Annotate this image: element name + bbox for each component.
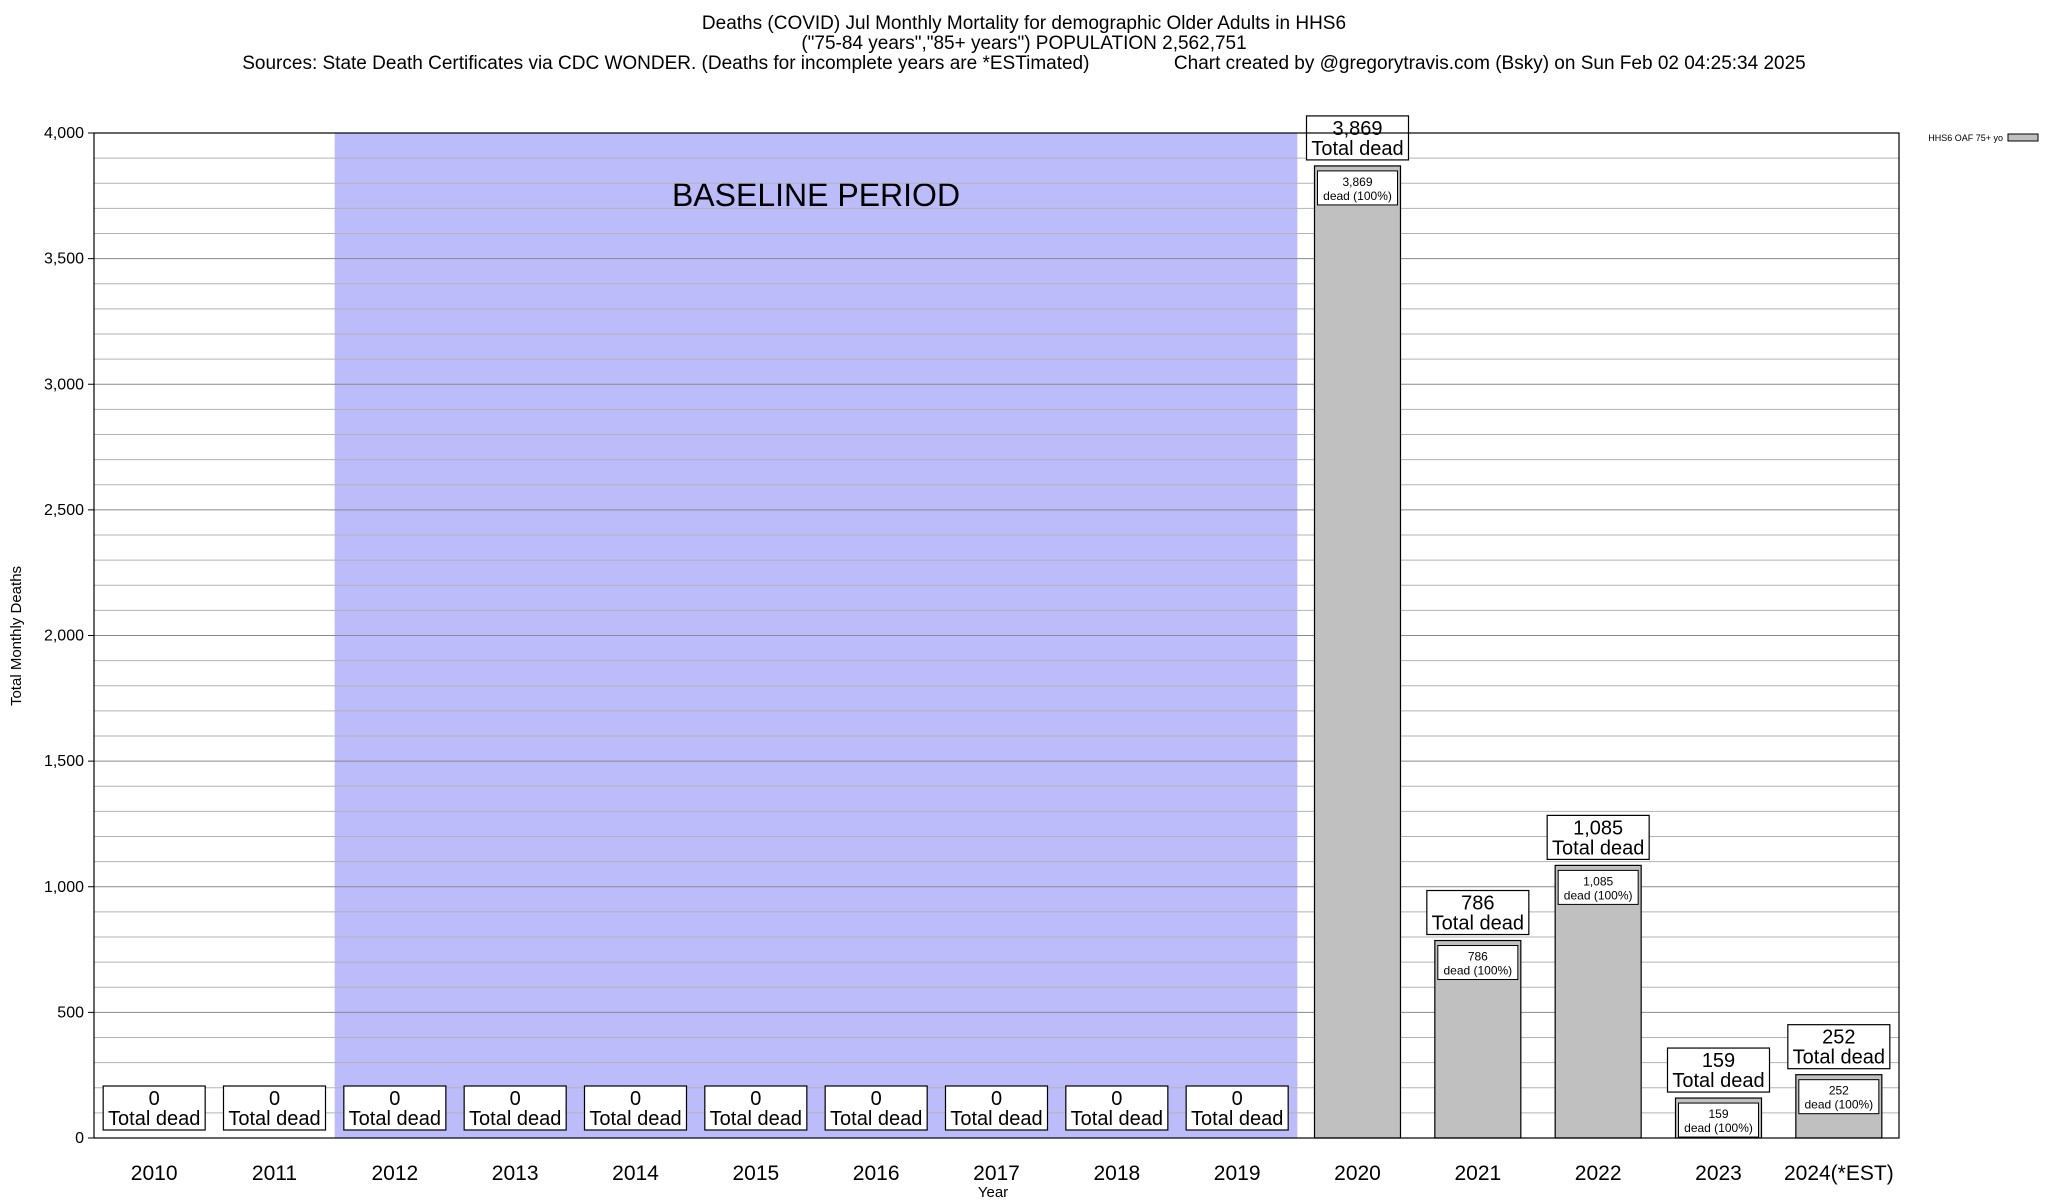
bar-total-suffix-label: Total dead: [349, 1108, 441, 1130]
bar-total-value-label: 0: [871, 1088, 882, 1110]
bar-total-value-label: 159: [1702, 1050, 1735, 1072]
bar-inner-percent-label: dead (100%): [1684, 1121, 1753, 1135]
bar-total-label-box: [343, 1085, 447, 1131]
bar: [1313, 165, 1402, 1139]
bar-total-label-box: [824, 1085, 928, 1131]
bar-total-value-label: 1,085: [1573, 817, 1623, 839]
bar-total-value-label: 3,869: [1332, 118, 1382, 140]
bar-inner-label-box: [1678, 1102, 1759, 1138]
x-tick-label: 2010: [131, 1162, 178, 1185]
chart-subtitle: ("75-84 years","85+ years") POPULATION 2…: [801, 33, 1247, 54]
bar-total-label-box: [704, 1085, 808, 1131]
bar-total-suffix-label: Total dead: [228, 1108, 320, 1130]
bar-inner-percent-label: dead (100%): [1564, 888, 1633, 902]
x-tick-label: 2023: [1695, 1162, 1742, 1185]
y-axis-title: Total Monthly Deaths: [8, 566, 25, 706]
bar-inner-label-box: [1798, 1079, 1880, 1115]
bar-inner-value-label: 1,085: [1583, 874, 1613, 888]
bar-total-value-label: 0: [750, 1088, 761, 1110]
bar-total-value-label: 0: [991, 1088, 1002, 1110]
bar-total-suffix-label: Total dead: [710, 1108, 802, 1130]
bar-total-value-label: 0: [1111, 1088, 1122, 1110]
bar-inner-percent-label: dead (100%): [1804, 1098, 1873, 1112]
x-tick-label: 2015: [732, 1162, 779, 1185]
bar-total-label-box: [1065, 1085, 1169, 1131]
x-tick-label: 2019: [1214, 1162, 1261, 1185]
bar-total-value-label: 252: [1822, 1027, 1855, 1049]
bar-total-suffix-label: Total dead: [589, 1108, 681, 1130]
bar-total-label-box: [1185, 1085, 1289, 1131]
bar-total-label-box: [944, 1085, 1049, 1131]
x-tick-label: 2022: [1575, 1162, 1622, 1185]
y-tick-label: 4,000: [44, 125, 84, 142]
bar-total-label-box: [1546, 814, 1650, 860]
bar-inner-percent-label: dead (100%): [1443, 964, 1512, 978]
y-tick-label: 2,000: [44, 628, 84, 645]
bar-total-label-box: [1426, 889, 1530, 936]
bar-total-suffix-label: Total dead: [1793, 1047, 1885, 1069]
x-tick-label: 2024(*EST): [1784, 1162, 1894, 1185]
bar-total-value-label: 0: [149, 1088, 160, 1110]
bar-inner-label-box: [1317, 170, 1398, 206]
bar-total-label-box: [102, 1085, 206, 1131]
bar-inner-percent-label: dead (100%): [1323, 189, 1392, 203]
bar-total-label-box: [1787, 1024, 1891, 1070]
bar: [1554, 864, 1642, 1139]
baseline-period-label: BASELINE PERIOD: [672, 177, 960, 213]
chart-title: Deaths (COVID) Jul Monthly Mortality for…: [701, 13, 1347, 34]
y-tick-label: 500: [57, 1004, 84, 1021]
y-tick-label: 3,000: [44, 376, 84, 393]
x-tick-label: 2012: [371, 1162, 418, 1185]
bar-total-suffix-label: Total dead: [830, 1108, 922, 1130]
y-tick-label: 1,000: [44, 879, 84, 896]
bar-total-label-box: [1305, 115, 1410, 161]
bar-total-label-box: [583, 1085, 688, 1131]
x-tick-label: 2014: [612, 1162, 659, 1185]
bar-total-suffix-label: Total dead: [108, 1108, 200, 1130]
legend-swatch: [2007, 133, 2039, 142]
y-tick-label: 1,500: [44, 753, 84, 770]
bar-inner-value-label: 3,869: [1342, 175, 1372, 189]
bar-total-value-label: 786: [1461, 893, 1494, 915]
bar-total-label-box: [222, 1085, 327, 1131]
bar-total-suffix-label: Total dead: [1672, 1070, 1764, 1092]
x-tick-label: 2016: [853, 1162, 900, 1185]
bar-total-suffix-label: Total dead: [1552, 837, 1644, 859]
bar-inner-label-box: [1437, 945, 1519, 981]
x-tick-label: 2020: [1334, 1162, 1381, 1185]
x-tick-label: 2021: [1454, 1162, 1501, 1185]
bar-total-suffix-label: Total dead: [1071, 1108, 1163, 1130]
legend-entry-label: HHS6 OAF 75+ yo: [1928, 133, 2003, 143]
x-tick-label: 2017: [973, 1162, 1020, 1185]
bar-total-suffix-label: Total dead: [1191, 1108, 1283, 1130]
y-tick-label: 2,500: [44, 502, 84, 519]
bar-total-suffix-label: Total dead: [1311, 138, 1403, 160]
bar-inner-label-box: [1557, 869, 1639, 905]
x-tick-label: 2013: [492, 1162, 539, 1185]
bar-total-label-box: [1666, 1047, 1771, 1093]
bar-total-value-label: 0: [269, 1088, 280, 1110]
bar-total-value-label: 0: [630, 1088, 641, 1110]
bar-inner-value-label: 252: [1829, 1084, 1849, 1098]
y-tick-label: 0: [75, 1130, 84, 1147]
bar-inner-value-label: 786: [1468, 950, 1488, 964]
bar-total-value-label: 0: [510, 1088, 521, 1110]
bar-total-value-label: 0: [1232, 1088, 1243, 1110]
x-tick-label: 2018: [1093, 1162, 1140, 1185]
x-axis-title: Year: [978, 1184, 1008, 1200]
bar-total-suffix-label: Total dead: [950, 1108, 1042, 1130]
bar-total-label-box: [463, 1085, 567, 1131]
bar-inner-value-label: 159: [1708, 1107, 1728, 1121]
bar-total-suffix-label: Total dead: [1432, 913, 1524, 935]
bar-total-suffix-label: Total dead: [469, 1108, 561, 1130]
x-tick-label: 2011: [252, 1162, 297, 1185]
bar-total-value-label: 0: [389, 1088, 400, 1110]
y-tick-label: 3,500: [44, 251, 84, 268]
plot-frame: [93, 132, 1900, 1139]
chart-sources: Sources: State Death Certificates via CD…: [242, 53, 1806, 74]
